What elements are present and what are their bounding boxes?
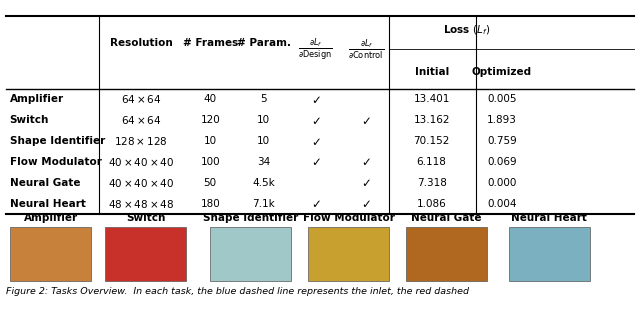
- Text: 0.005: 0.005: [487, 94, 516, 104]
- Text: $\checkmark$: $\checkmark$: [310, 134, 321, 148]
- Text: $64 \times 64$: $64 \times 64$: [121, 114, 161, 126]
- Text: Neural Gate: Neural Gate: [412, 212, 482, 222]
- Text: Flow Modulator: Flow Modulator: [10, 157, 101, 167]
- Text: 40: 40: [204, 94, 217, 104]
- Text: 10: 10: [257, 136, 270, 146]
- Text: 0.000: 0.000: [487, 178, 516, 188]
- Text: 1.086: 1.086: [417, 199, 447, 209]
- Text: 4.5k: 4.5k: [252, 178, 275, 188]
- Text: 50: 50: [204, 178, 217, 188]
- Text: Optimized: Optimized: [472, 67, 532, 77]
- Text: 10: 10: [204, 136, 217, 146]
- Text: $\frac{\partial L_f}{\partial \mathrm{Design}}$: $\frac{\partial L_f}{\partial \mathrm{De…: [298, 36, 333, 62]
- Text: $\checkmark$: $\checkmark$: [361, 155, 371, 168]
- Text: Neural Gate: Neural Gate: [10, 178, 80, 188]
- Text: $40 \times 40 \times 40$: $40 \times 40 \times 40$: [108, 156, 175, 168]
- FancyBboxPatch shape: [105, 227, 186, 281]
- Text: 6.118: 6.118: [417, 157, 447, 167]
- Text: 120: 120: [200, 115, 220, 125]
- Text: 180: 180: [200, 199, 220, 209]
- Text: 70.152: 70.152: [413, 136, 450, 146]
- Text: Switch: Switch: [10, 115, 49, 125]
- Text: $\checkmark$: $\checkmark$: [310, 93, 321, 106]
- Text: 0.004: 0.004: [487, 199, 516, 209]
- Text: Figure 2: Tasks Overview.  In each task, the blue dashed line represents the inl: Figure 2: Tasks Overview. In each task, …: [6, 286, 469, 295]
- Text: 7.318: 7.318: [417, 178, 447, 188]
- Text: Initial: Initial: [415, 67, 449, 77]
- Text: $\checkmark$: $\checkmark$: [361, 197, 371, 210]
- Text: $128 \times 128$: $128 \times 128$: [115, 135, 168, 147]
- Text: Amplifier: Amplifier: [24, 212, 78, 222]
- Text: Resolution: Resolution: [110, 38, 173, 48]
- Text: $\checkmark$: $\checkmark$: [310, 155, 321, 168]
- Text: 0.759: 0.759: [487, 136, 516, 146]
- FancyBboxPatch shape: [10, 227, 92, 281]
- Text: Switch: Switch: [126, 212, 166, 222]
- Text: # Param.: # Param.: [237, 38, 291, 48]
- Text: $40 \times 40 \times 40$: $40 \times 40 \times 40$: [108, 177, 175, 189]
- Text: 34: 34: [257, 157, 270, 167]
- Text: Loss $(L_f)$: Loss $(L_f)$: [443, 23, 490, 37]
- Text: 100: 100: [200, 157, 220, 167]
- Text: $\checkmark$: $\checkmark$: [361, 114, 371, 127]
- Text: $\frac{\partial L_f}{\partial \mathrm{Control}}$: $\frac{\partial L_f}{\partial \mathrm{Co…: [348, 37, 384, 61]
- Text: 7.1k: 7.1k: [252, 199, 275, 209]
- FancyBboxPatch shape: [210, 227, 291, 281]
- Text: Shape Identifier: Shape Identifier: [203, 212, 298, 222]
- FancyBboxPatch shape: [509, 227, 590, 281]
- Text: 1.893: 1.893: [487, 115, 517, 125]
- Text: 5: 5: [260, 94, 267, 104]
- Text: Shape Identifier: Shape Identifier: [10, 136, 105, 146]
- Text: 13.162: 13.162: [413, 115, 450, 125]
- Text: Neural Heart: Neural Heart: [10, 199, 85, 209]
- Text: 10: 10: [257, 115, 270, 125]
- Text: $\checkmark$: $\checkmark$: [310, 114, 321, 127]
- Text: $64 \times 64$: $64 \times 64$: [121, 93, 161, 105]
- Text: $\checkmark$: $\checkmark$: [310, 197, 321, 210]
- Text: 0.069: 0.069: [487, 157, 516, 167]
- Text: Neural Heart: Neural Heart: [511, 212, 588, 222]
- Text: $\checkmark$: $\checkmark$: [361, 176, 371, 189]
- Text: Flow Modulator: Flow Modulator: [303, 212, 394, 222]
- FancyBboxPatch shape: [406, 227, 487, 281]
- FancyBboxPatch shape: [308, 227, 389, 281]
- Text: $48 \times 48 \times 48$: $48 \times 48 \times 48$: [108, 198, 175, 210]
- Text: 13.401: 13.401: [413, 94, 450, 104]
- Text: # Frames: # Frames: [182, 38, 238, 48]
- Text: Amplifier: Amplifier: [10, 94, 63, 104]
